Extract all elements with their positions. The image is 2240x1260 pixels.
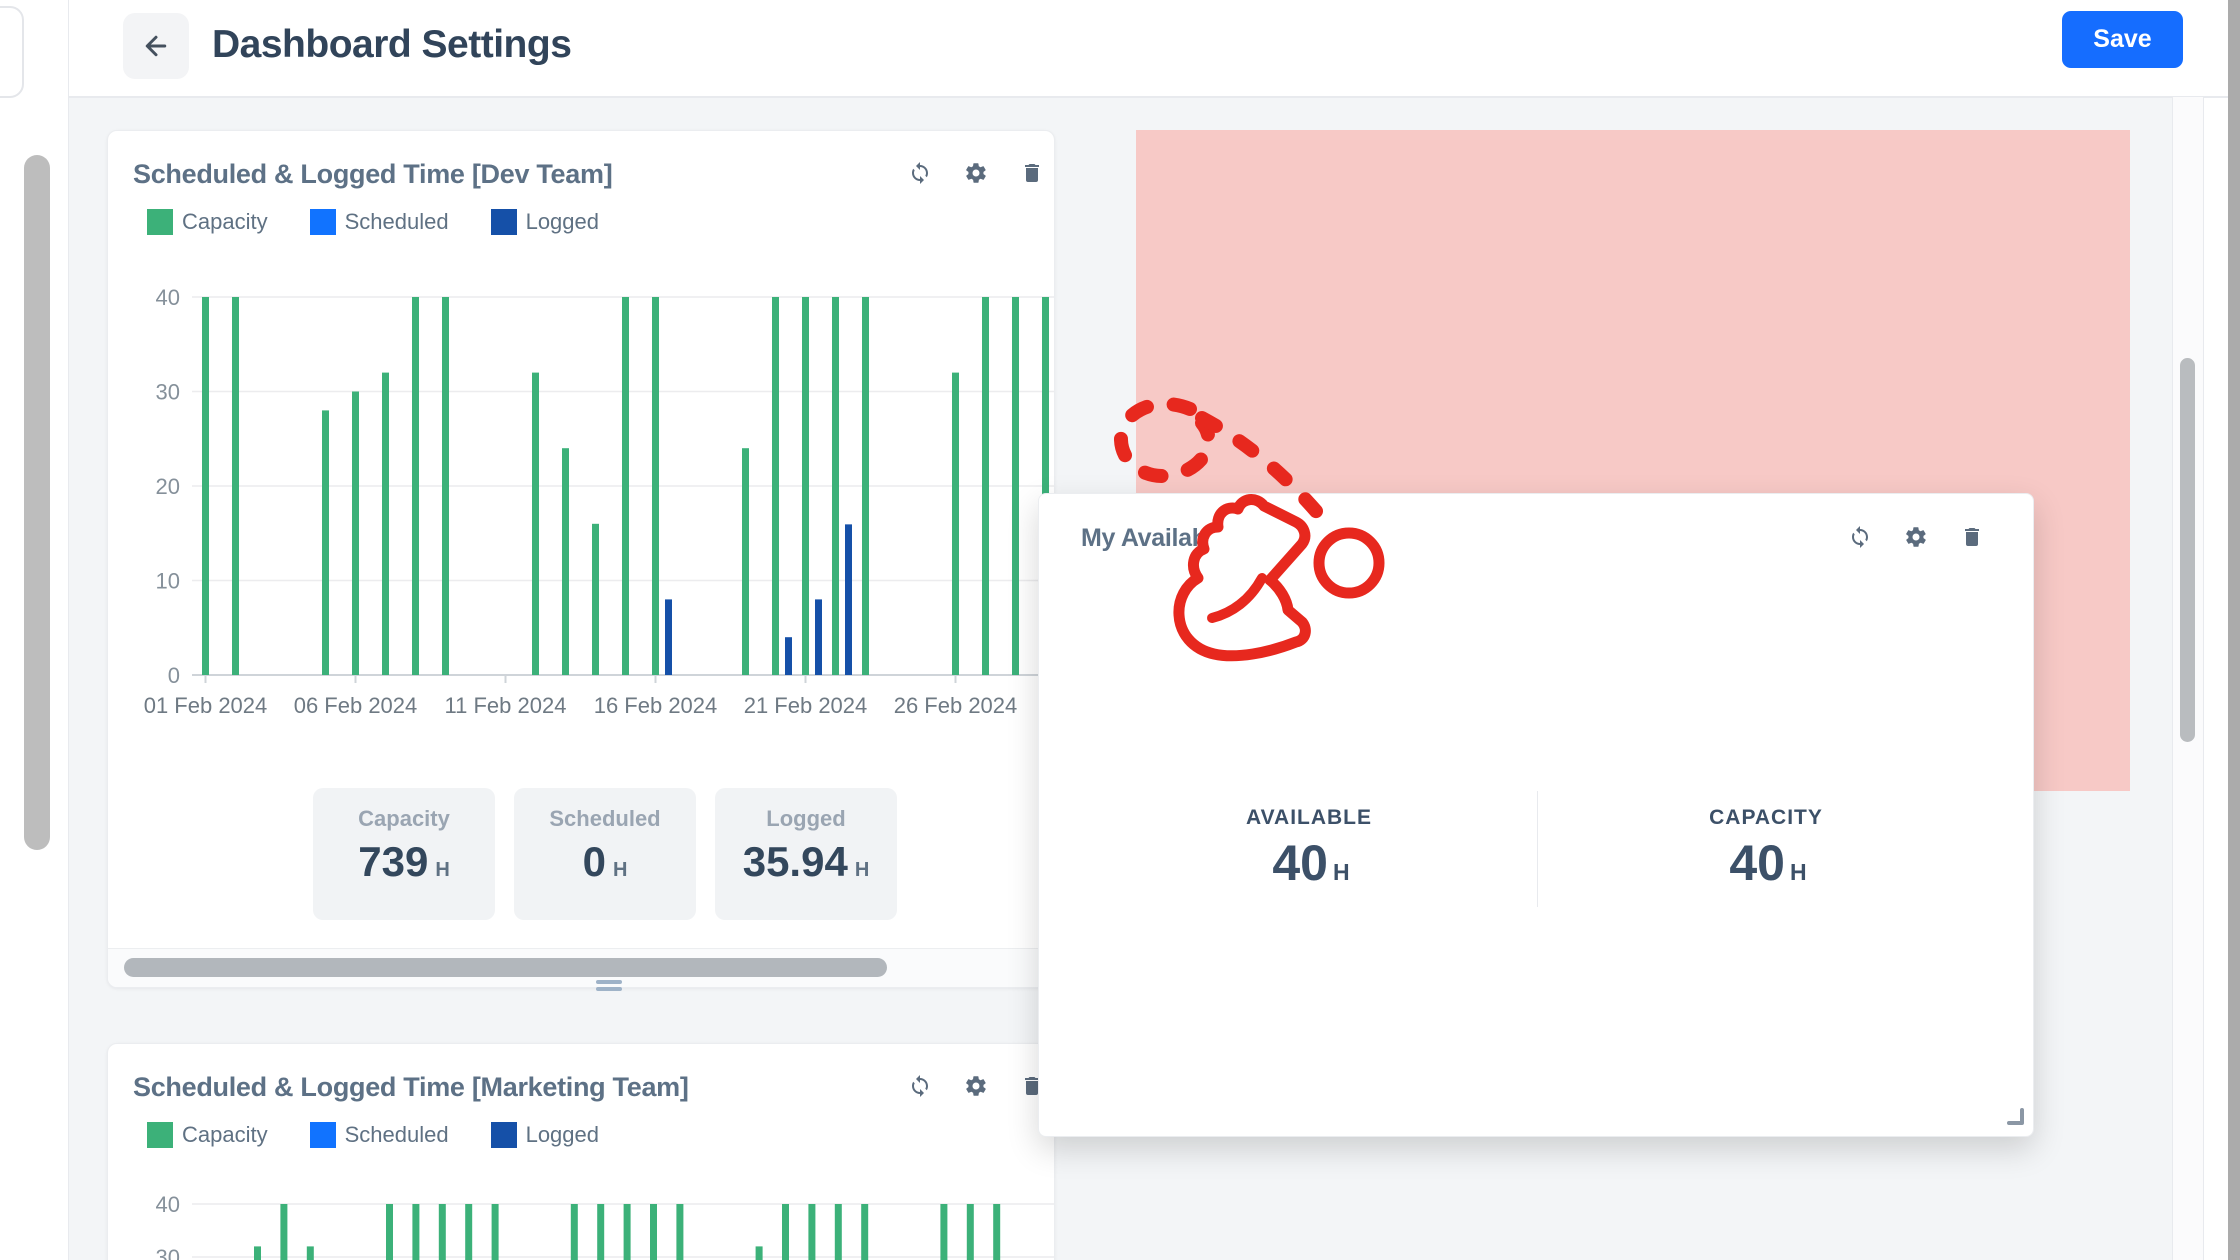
widget-resize-handle[interactable] <box>595 980 623 994</box>
stat-label: Logged <box>766 806 846 831</box>
gear-icon[interactable] <box>964 161 988 185</box>
capacity-value: 40 H <box>1729 835 1807 891</box>
page-scrollbar[interactable] <box>2228 0 2240 1260</box>
corner-resize-handle[interactable] <box>2005 1106 2027 1128</box>
stat-label: Capacity <box>358 806 450 831</box>
svg-text:21 Feb 2024: 21 Feb 2024 <box>744 693 868 718</box>
page-title: Dashboard Settings <box>212 23 572 66</box>
trash-icon[interactable] <box>1020 1074 1044 1098</box>
legend-label: Scheduled <box>344 1122 449 1147</box>
trash-icon[interactable] <box>1020 161 1044 185</box>
left-scrollbar-thumb[interactable] <box>24 155 50 850</box>
capacity-label: CAPACITY <box>1709 806 1823 829</box>
widget-title: Scheduled & Logged Time [Dev Team] <box>133 159 613 189</box>
stat-label: Scheduled <box>549 806 661 831</box>
widget-dev-team: Scheduled & Logged Time [Dev Team] Capac… <box>107 130 1055 988</box>
widget-actions <box>908 161 1044 185</box>
logged-swatch <box>490 1122 517 1148</box>
svg-text:26 Feb 2024: 26 Feb 2024 <box>894 693 1018 718</box>
arrow-left-icon <box>145 35 167 57</box>
stat-unit: H <box>854 859 870 881</box>
available-label: AVAILABLE <box>1245 806 1373 829</box>
legend-item-logged: Logged <box>490 1122 599 1148</box>
legend-label: Logged <box>525 1122 599 1147</box>
widget-my-availability[interactable]: My Availability AVAILABLE 40 H CAPACITY 4… <box>1038 493 2034 1137</box>
inner-scrollbar-thumb[interactable] <box>2180 358 2195 742</box>
svg-text:40: 40 <box>156 285 180 310</box>
collapsed-panel-corner <box>0 6 24 98</box>
widget-title: Scheduled & Logged Time [Marketing Team] <box>133 1072 689 1102</box>
legend-item-logged: Logged <box>490 209 599 235</box>
widget-marketing-team: Scheduled & Logged Time [Marketing Team]… <box>107 1043 1055 1260</box>
svg-text:16 Feb 2024: 16 Feb 2024 <box>594 693 718 718</box>
svg-text:20: 20 <box>156 474 180 499</box>
scheduled-swatch <box>309 209 336 235</box>
widget-title: My Availability <box>1081 524 1249 552</box>
legend-item-scheduled: Scheduled <box>309 209 449 235</box>
stat-unit: H <box>435 859 450 881</box>
horizontal-scrollbar-thumb[interactable] <box>124 958 887 977</box>
widget-actions <box>908 1074 1044 1098</box>
legend-label: Logged <box>525 209 599 234</box>
legend-item-capacity: Capacity <box>147 1122 268 1148</box>
refresh-icon[interactable] <box>1848 525 1872 549</box>
legend-item-capacity: Capacity <box>147 209 268 235</box>
svg-text:01 Feb 2024: 01 Feb 2024 <box>144 693 268 718</box>
capacity-swatch <box>147 209 173 235</box>
legend-label: Capacity <box>182 1122 268 1147</box>
logged-swatch <box>490 209 517 235</box>
svg-text:06 Feb 2024: 06 Feb 2024 <box>294 693 418 718</box>
stat-value: 0 <box>582 838 606 885</box>
svg-text:11 Feb 2024: 11 Feb 2024 <box>445 693 567 718</box>
stat-value: 35.94 <box>742 838 848 885</box>
chart-legend: Capacity Scheduled Logged <box>147 209 599 235</box>
svg-text:10: 10 <box>156 569 180 594</box>
save-button[interactable]: Save <box>2062 11 2183 68</box>
back-button[interactable] <box>123 13 189 79</box>
legend-label: Capacity <box>182 209 268 234</box>
available-value: 40 H <box>1272 835 1350 891</box>
widget-actions <box>1848 525 1984 549</box>
stat-logged: Logged 35.94 H <box>715 788 897 920</box>
svg-text:30: 30 <box>156 1245 180 1260</box>
svg-text:40: 40 <box>156 1192 180 1217</box>
trash-icon[interactable] <box>1960 525 1984 549</box>
refresh-icon[interactable] <box>908 161 932 185</box>
stat-value: 739 <box>358 838 429 885</box>
divider <box>1537 791 1538 907</box>
refresh-icon[interactable] <box>908 1074 932 1098</box>
page-header: Dashboard Settings Save <box>0 0 2228 98</box>
legend-item-scheduled: Scheduled <box>309 1122 449 1148</box>
svg-text:0: 0 <box>168 663 180 688</box>
gear-icon[interactable] <box>964 1074 988 1098</box>
chart-legend: Capacity Scheduled Logged <box>147 1122 599 1148</box>
gear-icon[interactable] <box>1904 525 1928 549</box>
horizontal-scrollbar <box>108 948 1054 987</box>
stat-capacity: Capacity 739 H <box>313 788 495 920</box>
scheduled-swatch <box>309 1122 336 1148</box>
capacity-swatch <box>147 1122 173 1148</box>
legend-label: Scheduled <box>344 209 449 234</box>
stat-unit: H <box>612 859 628 881</box>
svg-text:30: 30 <box>156 380 180 405</box>
